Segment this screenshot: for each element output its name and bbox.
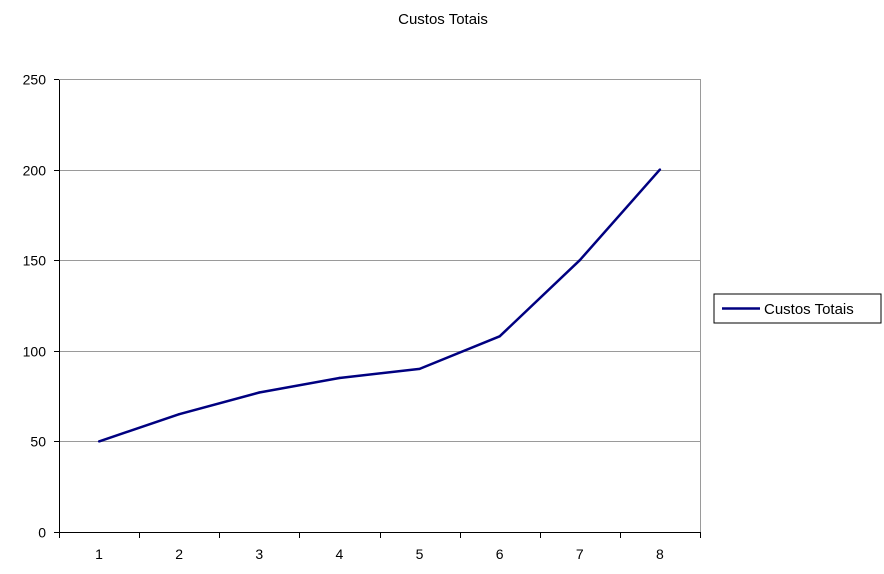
- data-point: [258, 391, 261, 394]
- data-point: [338, 376, 341, 380]
- y-tick-label: 50: [30, 434, 46, 450]
- y-tick-label: 200: [23, 163, 47, 179]
- axes: [59, 79, 701, 533]
- chart-title: Custos Totais: [398, 11, 488, 28]
- x-tick-label: 1: [95, 546, 103, 562]
- series-layer: [97, 168, 662, 443]
- x-tick-label: 4: [336, 546, 344, 562]
- x-tick-label: 6: [496, 546, 504, 562]
- data-point: [97, 440, 101, 443]
- x-tick-label: 8: [656, 546, 664, 562]
- y-tick-label: 150: [23, 253, 47, 269]
- y-tick-label: 0: [38, 525, 46, 541]
- data-point: [578, 259, 582, 262]
- plot-frame: [59, 79, 700, 532]
- data-point: [658, 168, 662, 171]
- data-point: [498, 335, 501, 338]
- data-point: [418, 367, 421, 371]
- x-tick-label: 5: [416, 546, 424, 562]
- series-line: [98, 168, 661, 443]
- x-tick-label: 3: [255, 546, 263, 562]
- data-point: [177, 413, 181, 416]
- y-tick-label: 100: [23, 344, 47, 360]
- legend-label: Custos Totais: [764, 301, 854, 318]
- x-tick-label: 7: [576, 546, 584, 562]
- y-tick-label: 250: [23, 72, 47, 88]
- x-axis-ticks: 1 2 3 4 5 6 7 8: [59, 532, 701, 562]
- plot-area: 0 50 100 150 200 250 1 2 3 4 5 6 7 8: [23, 72, 701, 562]
- legend: Custos Totais: [713, 293, 882, 324]
- y-axis-ticks: 0 50 100 150 200 250: [23, 72, 59, 541]
- x-tick-label: 2: [175, 546, 183, 562]
